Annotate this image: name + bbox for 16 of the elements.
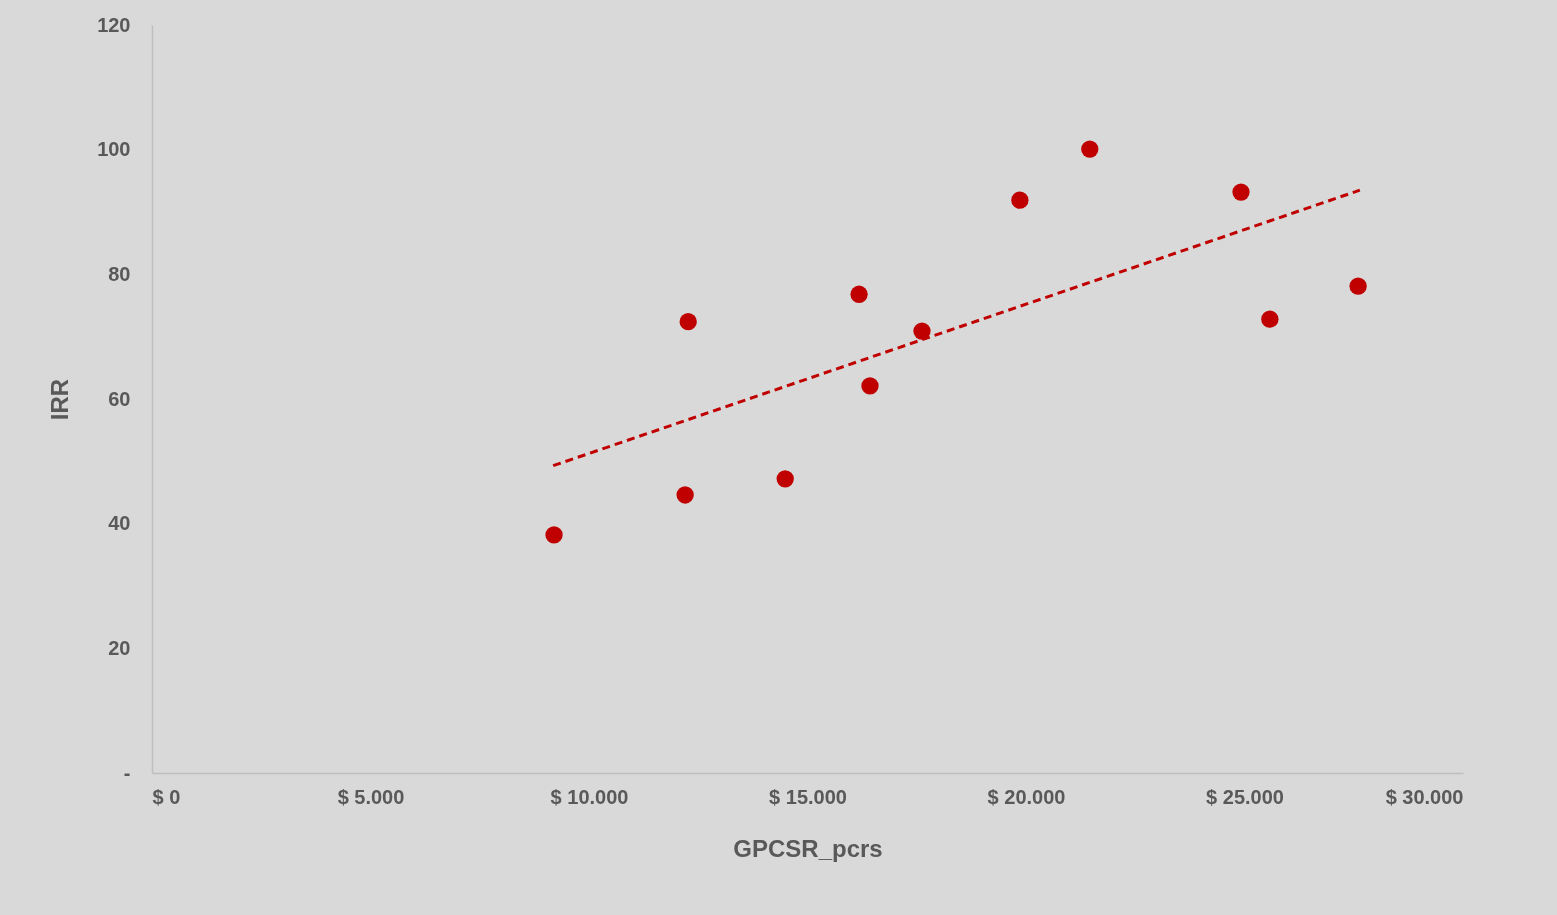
y-tick-label: 80	[108, 262, 131, 285]
y-axis-title: IRR	[46, 378, 74, 421]
x-tick-label: $ 5.000	[337, 785, 405, 808]
y-tick-label: 20	[108, 636, 131, 659]
x-tick-label: $ 10.000	[550, 785, 629, 808]
x-tick-label: $ 20.000	[987, 785, 1066, 808]
x-tick-label: $ 15.000	[769, 785, 847, 808]
x-axis-title: GPCSR_pcrs	[733, 834, 883, 862]
y-tick-label: -	[123, 761, 131, 784]
x-tick-label: $ 0	[152, 785, 181, 808]
x-tick-label: $ 30.000	[1385, 785, 1464, 808]
y-tick-label: 60	[108, 387, 131, 410]
y-tick-label: 100	[97, 138, 131, 161]
y-tick-label: 40	[108, 512, 131, 535]
y-tick-label: 120	[97, 13, 131, 36]
x-tick-label: $ 25.000	[1206, 785, 1284, 808]
